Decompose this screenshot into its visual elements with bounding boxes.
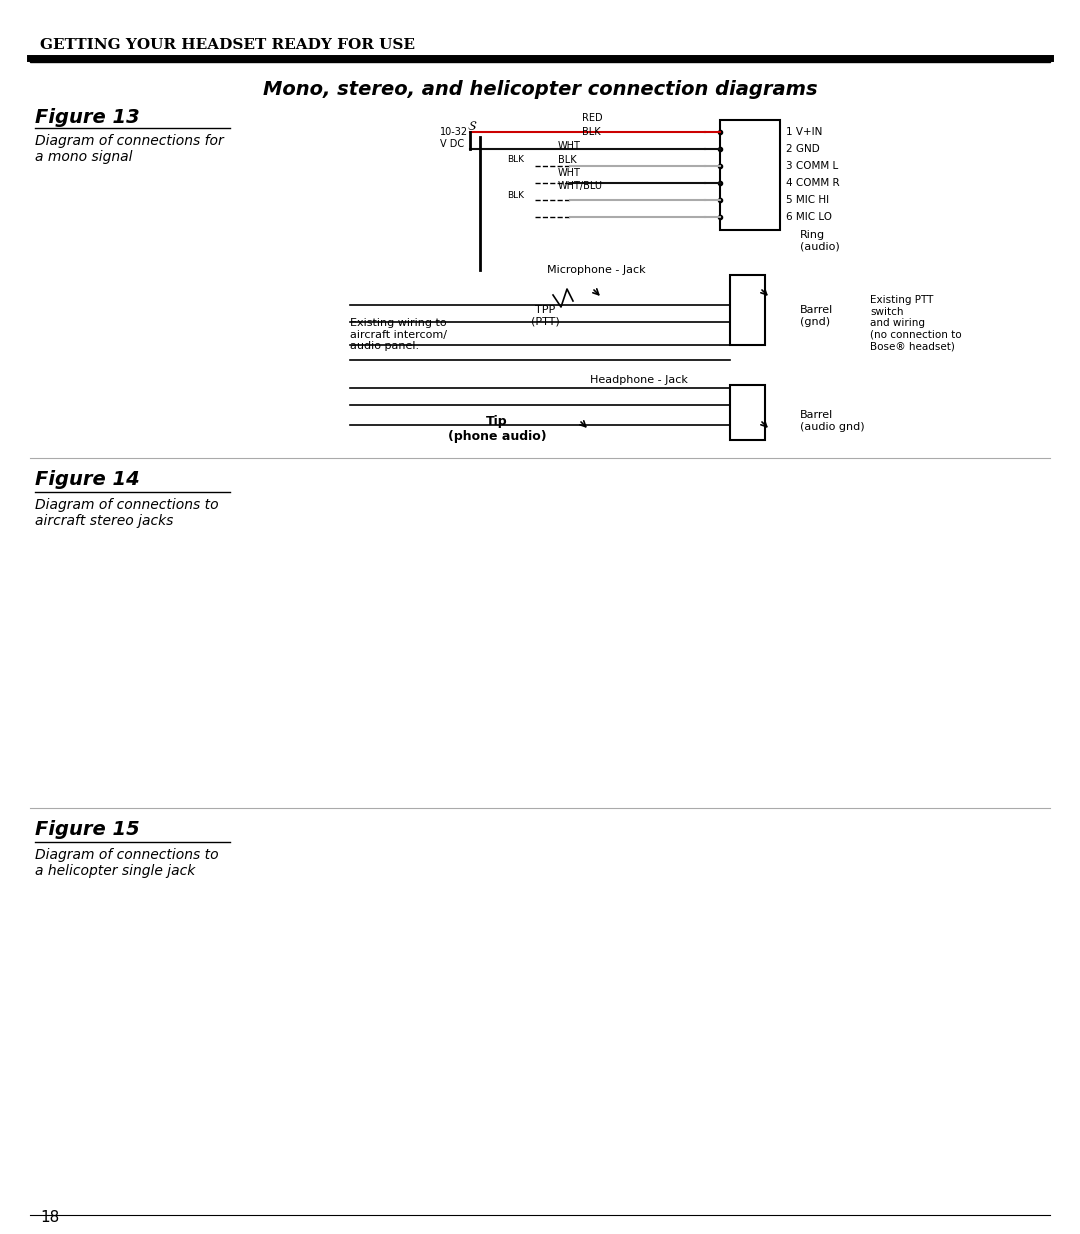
Text: Figure 15: Figure 15	[35, 821, 139, 839]
Text: GETTING YOUR HEADSET READY FOR USE: GETTING YOUR HEADSET READY FOR USE	[40, 38, 415, 52]
Text: Barrel
(audio gnd): Barrel (audio gnd)	[800, 410, 865, 432]
Text: Ring
(audio): Ring (audio)	[800, 230, 840, 252]
Text: Existing wiring to
aircraft intercom/
audio panel.: Existing wiring to aircraft intercom/ au…	[350, 318, 447, 352]
Text: Existing PTT
switch
and wiring
(no connection to
Bose® headset): Existing PTT switch and wiring (no conne…	[870, 295, 961, 352]
Text: Figure 14: Figure 14	[35, 470, 139, 489]
Text: 5 MIC HI: 5 MIC HI	[786, 195, 829, 205]
Text: 2 GND: 2 GND	[786, 144, 820, 154]
Text: WHT: WHT	[558, 141, 581, 151]
Text: 10-32
V DC: 10-32 V DC	[440, 127, 468, 148]
Text: $\mathcal{S}$: $\mathcal{S}$	[467, 120, 477, 133]
Text: Diagram of connections to
a helicopter single jack: Diagram of connections to a helicopter s…	[35, 848, 218, 879]
Text: Mono, stereo, and helicopter connection diagrams: Mono, stereo, and helicopter connection …	[262, 80, 818, 99]
Bar	[30, 56, 1050, 62]
Text: 3 COMM L: 3 COMM L	[786, 160, 838, 172]
Text: 1 V+IN: 1 V+IN	[786, 127, 822, 137]
Text: WHT/BLU: WHT/BLU	[558, 181, 603, 191]
Text: Barrel
(gnd): Barrel (gnd)	[800, 305, 834, 327]
Text: Microphone - Jack: Microphone - Jack	[546, 265, 646, 275]
Text: BLK: BLK	[507, 191, 524, 200]
Bar	[720, 120, 780, 230]
Text: Diagram of connections for
a mono signal: Diagram of connections for a mono signal	[35, 135, 224, 164]
Text: 6 MIC LO: 6 MIC LO	[786, 212, 832, 222]
Text: RED: RED	[582, 114, 603, 123]
Text: BLK: BLK	[582, 127, 600, 137]
Text: BLK: BLK	[558, 155, 577, 165]
Text: Figure 13: Figure 13	[35, 109, 139, 127]
Text: Headphone - Jack: Headphone - Jack	[590, 375, 688, 385]
Text: 4 COMM R: 4 COMM R	[786, 178, 839, 188]
Bar	[730, 385, 765, 441]
Text: TPP
(PTT): TPP (PTT)	[530, 305, 559, 327]
Text: Tip
(phone audio): Tip (phone audio)	[448, 415, 546, 443]
Text: BLK: BLK	[507, 155, 524, 164]
Text: Diagram of connections to
aircraft stereo jacks: Diagram of connections to aircraft stere…	[35, 499, 218, 528]
Text: WHT: WHT	[558, 168, 581, 178]
Bar	[730, 275, 765, 346]
Text: 18: 18	[40, 1211, 59, 1225]
